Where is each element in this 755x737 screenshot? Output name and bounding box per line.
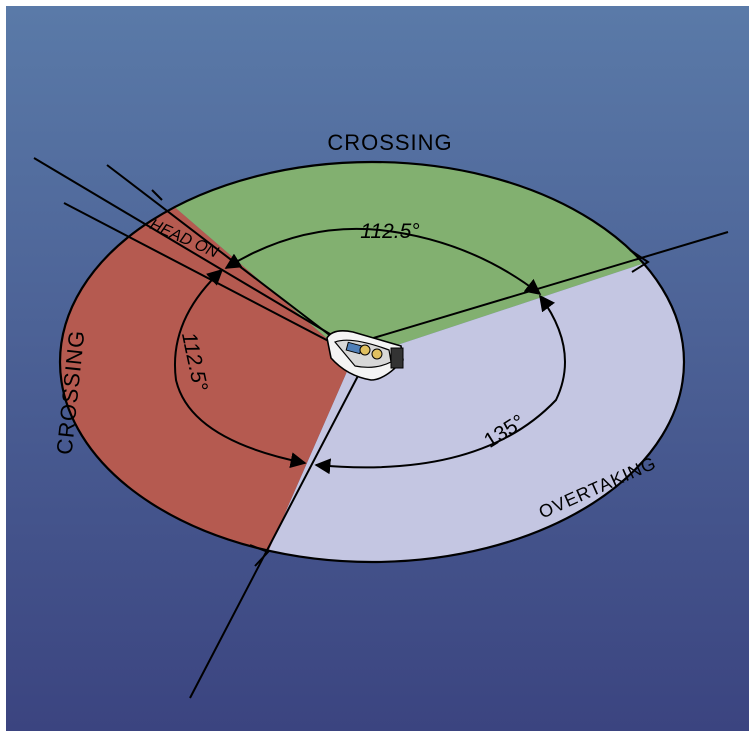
boat-icon xyxy=(326,330,404,381)
arc-112-red xyxy=(174,268,307,469)
label-crossing-top: CROSSING xyxy=(327,130,452,155)
tick-head-on xyxy=(151,189,163,201)
arc-112-green xyxy=(224,227,542,295)
label-angle-green: 112.5° xyxy=(360,220,419,243)
outer-ring xyxy=(58,160,686,564)
tick-starboard xyxy=(629,249,650,273)
arc-135 xyxy=(314,294,566,475)
tick-port xyxy=(249,544,270,567)
